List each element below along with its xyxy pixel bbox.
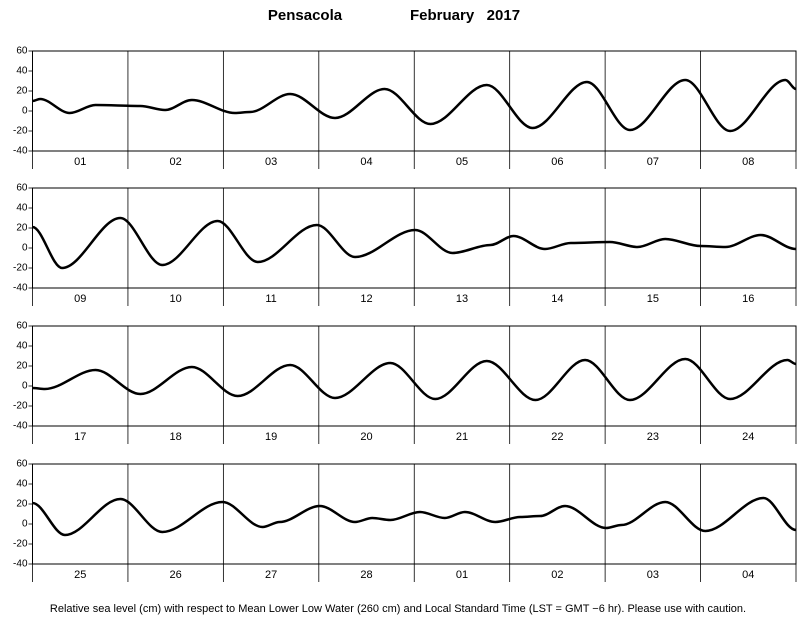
y-tick-label: 0 (22, 381, 28, 392)
day-label: 06 (551, 156, 563, 168)
y-tick-label: -20 (13, 126, 28, 137)
y-tick-label: -40 (13, 146, 28, 157)
period-title: February 2017 (410, 7, 520, 24)
y-tick-label: -40 (13, 283, 28, 294)
day-label: 02 (551, 569, 563, 581)
tide-line (32, 496, 797, 537)
day-label: 28 (360, 569, 372, 581)
y-tick-label: 20 (16, 499, 28, 510)
y-tick-label: 60 (16, 321, 28, 332)
y-tick-label: 40 (16, 203, 28, 214)
y-tick-label: -20 (13, 263, 28, 274)
day-label: 17 (74, 431, 86, 443)
y-tick-label: -40 (13, 421, 28, 432)
day-label: 15 (647, 293, 659, 305)
day-label: 24 (742, 431, 754, 443)
tide-line (32, 78, 797, 133)
day-label: 14 (551, 293, 563, 305)
day-label: 04 (742, 569, 754, 581)
y-tick-label: 40 (16, 479, 28, 490)
day-label: 02 (170, 156, 182, 168)
day-label: 19 (265, 431, 277, 443)
day-label: 26 (170, 569, 182, 581)
day-label: 03 (265, 156, 277, 168)
y-tick-label: 40 (16, 341, 28, 352)
day-label: 10 (170, 293, 182, 305)
day-label: 11 (265, 293, 276, 305)
y-tick-label: 0 (22, 106, 28, 117)
day-label: 22 (551, 431, 563, 443)
y-tick-label: 0 (22, 519, 28, 530)
y-tick-label: 20 (16, 223, 28, 234)
y-tick-label: 20 (16, 361, 28, 372)
y-tick-label: 60 (16, 46, 28, 57)
station-title: Pensacola (268, 7, 343, 24)
y-tick-label: 40 (16, 66, 28, 77)
day-label: 13 (456, 293, 468, 305)
day-label: 12 (360, 293, 372, 305)
y-tick-label: 60 (16, 459, 28, 470)
day-label: 18 (170, 431, 182, 443)
day-label: 09 (74, 293, 86, 305)
y-tick-label: 20 (16, 86, 28, 97)
y-tick-label: -40 (13, 559, 28, 570)
y-tick-label: 0 (22, 243, 28, 254)
day-label: 25 (74, 569, 86, 581)
day-label: 16 (742, 293, 754, 305)
day-label: 03 (647, 569, 659, 581)
y-tick-label: -20 (13, 539, 28, 550)
day-label: 08 (742, 156, 754, 168)
y-tick-label: 60 (16, 183, 28, 194)
day-label: 27 (265, 569, 277, 581)
day-label: 20 (360, 431, 372, 443)
day-label: 23 (647, 431, 659, 443)
day-label: 01 (74, 156, 86, 168)
day-label: 07 (647, 156, 659, 168)
day-label: 21 (456, 431, 468, 443)
day-label: 05 (456, 156, 468, 168)
tide-line (32, 357, 797, 402)
day-label: 04 (360, 156, 372, 168)
day-label: 01 (456, 569, 468, 581)
tide-line (31, 216, 797, 270)
y-tick-label: -20 (13, 401, 28, 412)
caption: Relative sea level (cm) with respect to … (50, 603, 746, 615)
